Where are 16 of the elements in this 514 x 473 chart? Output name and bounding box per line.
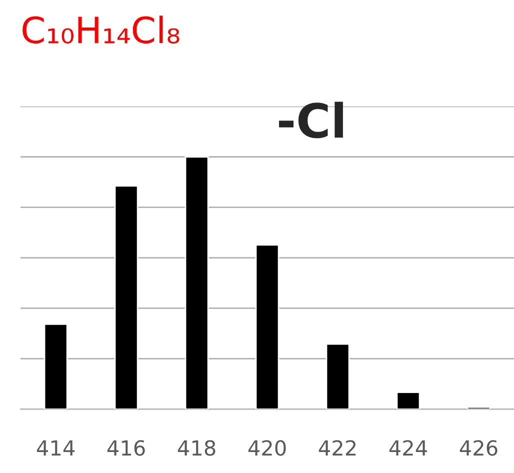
chart-title: C₁₀H₁₄Cl₈	[22, 16, 180, 44]
x-tick-label: 418	[178, 440, 216, 456]
bar	[44, 323, 68, 410]
bar	[396, 392, 420, 410]
x-tick-label: 426	[460, 440, 498, 456]
bar	[466, 406, 491, 410]
text: -Cl	[279, 102, 343, 138]
bar	[255, 244, 280, 410]
x-tick-label: 416	[107, 440, 145, 456]
bar	[326, 343, 350, 410]
bar	[114, 185, 138, 410]
x-tick-label: 422	[318, 440, 356, 456]
x-tick-label: 420	[248, 440, 286, 456]
x-tick-label: 414	[36, 440, 75, 456]
bar	[184, 156, 209, 410]
x-tick-label: 424	[389, 440, 427, 456]
